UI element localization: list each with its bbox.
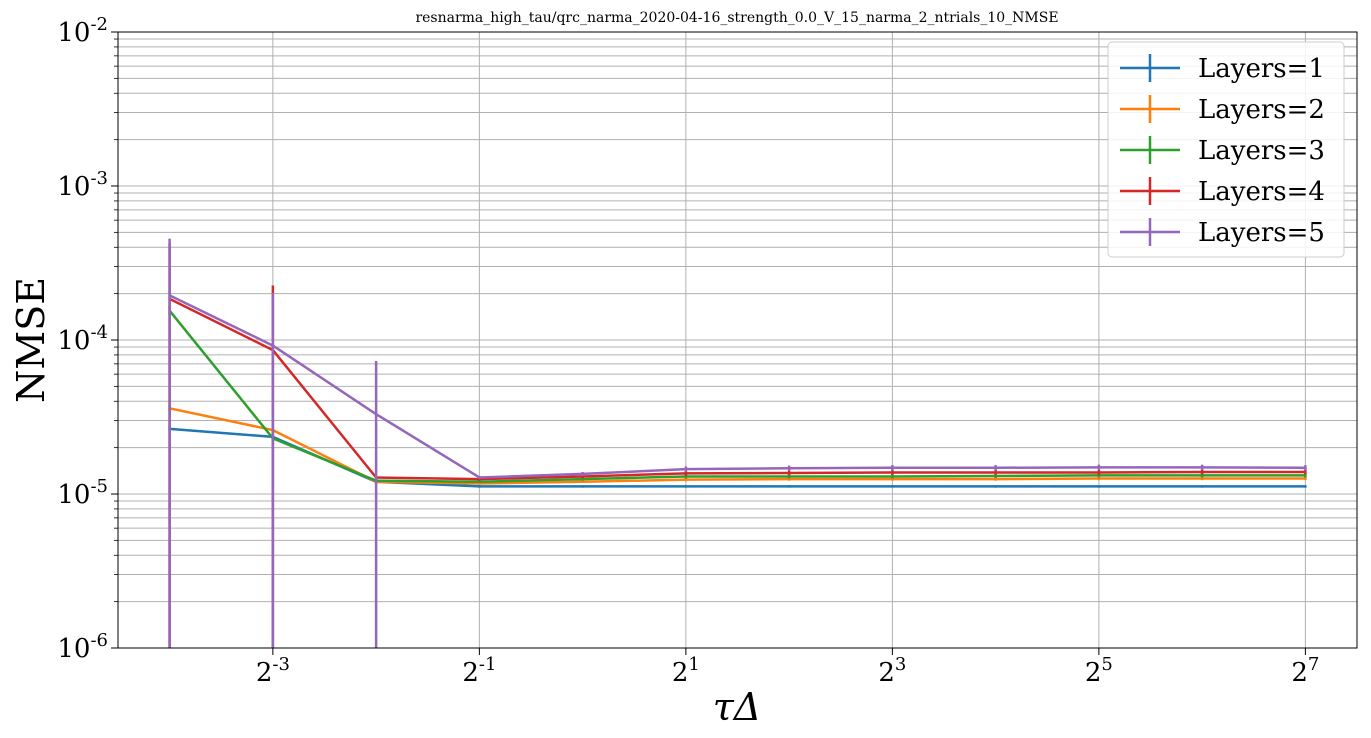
x-axis-label: τΔ	[713, 685, 761, 729]
y-tick-label: 10-5	[57, 476, 108, 510]
y-axis-label: NMSE	[9, 277, 53, 403]
x-tick-label: 2-3	[256, 654, 290, 688]
x-tick-label: 21	[672, 654, 700, 688]
legend-label: Layers=1	[1198, 54, 1325, 84]
legend-label: Layers=3	[1198, 136, 1325, 166]
legend-item: Layers=4	[1120, 177, 1325, 207]
series-layer	[168, 238, 1307, 648]
legend-box	[1107, 41, 1345, 258]
series-3	[168, 306, 1307, 484]
series-line	[168, 309, 1306, 484]
series-line	[169, 294, 1306, 479]
x-tick-label: 2-1	[462, 654, 496, 688]
legend-label: Layers=4	[1198, 177, 1325, 207]
series-line	[169, 297, 1306, 481]
y-tick-label: 10-3	[57, 168, 108, 202]
x-tick-label: 23	[878, 654, 906, 688]
series-4	[168, 243, 1307, 648]
y-tick-label: 10-2	[57, 14, 108, 48]
legend: Layers=1 Layers=2 Layers=3 Layers=4 Layers=5	[1107, 41, 1345, 258]
legend-item: Layers=1	[1120, 54, 1325, 84]
series-5	[168, 238, 1307, 648]
legend-label: Layers=5	[1198, 218, 1325, 248]
y-tick-label: 10-6	[57, 630, 108, 664]
axis-label-layer: τΔ NMSE	[9, 277, 761, 729]
legend-label: Layers=2	[1198, 95, 1325, 125]
x-tick-label: 25	[1085, 654, 1113, 688]
tick-layer: 10-6 10-5 10-4 10-3 10-2 2-3 2-1 21 23 25 27	[57, 14, 1319, 688]
legend-item: Layers=2	[1120, 95, 1325, 125]
x-tick-label: 27	[1291, 654, 1319, 688]
legend-item: Layers=3	[1120, 136, 1325, 166]
y-tick-label: 10-4	[57, 322, 108, 356]
chart-title: resnarma_high_tau/qrc_narma_2020-04-16_s…	[415, 10, 1058, 26]
legend-item: Layers=5	[1120, 218, 1325, 248]
